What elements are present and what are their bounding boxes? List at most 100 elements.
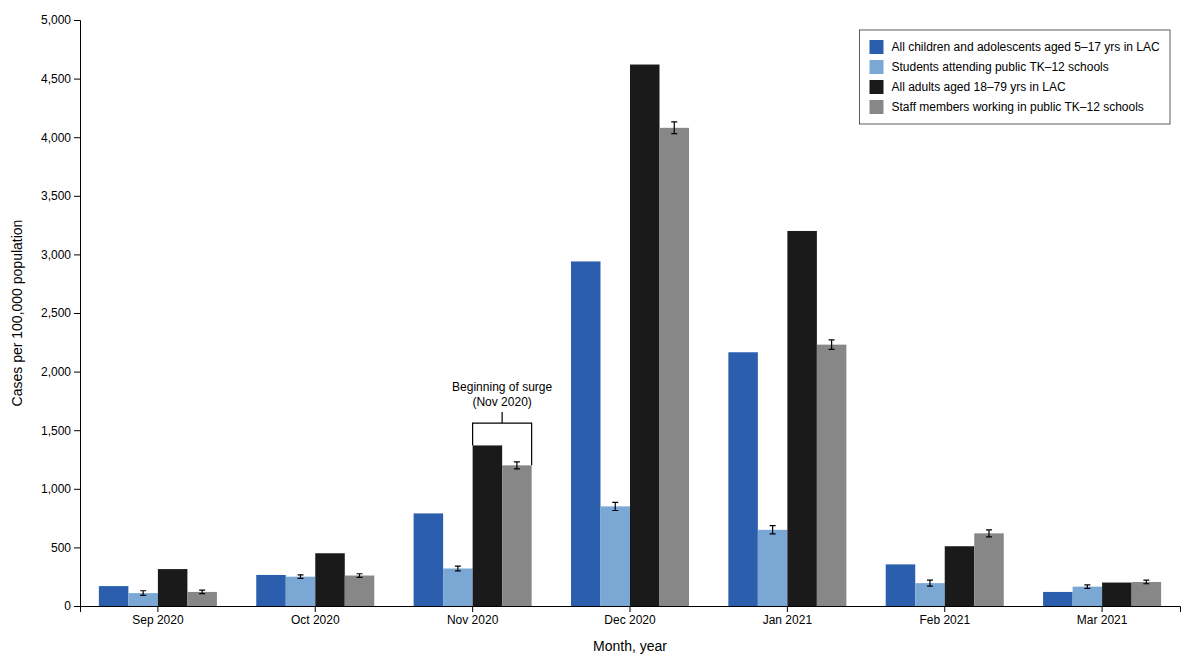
y-tick-mark: [74, 547, 80, 548]
plot: Sep 2020 Oct 2020 Nov 2020 Dec 2020 Jan 2021…: [9, 13, 1181, 654]
error-bar: [671, 122, 677, 134]
x-tick: Feb 2021: [919, 606, 970, 627]
bar: [974, 533, 1004, 606]
x-tick-label: Nov 2020: [447, 613, 499, 627]
bar: [473, 445, 503, 606]
x-axis-title: Month, year: [593, 638, 667, 654]
x-tick-label: Feb 2021: [919, 613, 970, 627]
y-tick: 1,500: [41, 424, 80, 438]
y-axis: 0 500 1,000 1,500 2,000 2,500 3,000 3,500 4,000 4…: [41, 13, 81, 613]
legend-swatch: [870, 100, 884, 114]
error-bar: [140, 591, 146, 596]
y-tick-mark: [74, 606, 80, 607]
bar: [945, 546, 975, 606]
y-tick-label: 0: [64, 599, 71, 613]
x-tick-mark: [157, 606, 158, 612]
bar: [787, 231, 817, 606]
legend-swatch: [870, 80, 884, 94]
chart: Sep 2020 Oct 2020 Nov 2020 Dec 2020 Jan 2021…: [0, 0, 1200, 666]
x-tick: Dec 2020: [604, 606, 656, 627]
annotation: Beginning of surge(Nov 2020): [452, 380, 552, 465]
error-bar: [770, 526, 776, 534]
x-tick-mark: [787, 606, 788, 612]
x-tick-label: Dec 2020: [604, 613, 656, 627]
y-tick: 4,500: [41, 72, 80, 86]
y-axis-title: Cases per 100,000 population: [9, 220, 25, 407]
bar: [1102, 583, 1132, 606]
x-tick-label: Sep 2020: [132, 613, 184, 627]
y-tick-label: 3,500: [41, 189, 71, 203]
y-tick-label: 3,000: [41, 248, 71, 262]
y-tick-label: 500: [51, 541, 71, 555]
error-bar: [514, 462, 520, 469]
y-tick-label: 1,000: [41, 482, 71, 496]
x-tick-mark: [630, 606, 631, 612]
y-tick: 4,000: [41, 131, 80, 145]
bar-series: [187, 128, 1161, 606]
bar: [315, 553, 345, 606]
bar-series: [128, 506, 1102, 606]
error-bar: [1143, 580, 1149, 584]
error-bar: [1084, 585, 1090, 589]
legend-label: Students attending public TK–12 schools: [892, 60, 1109, 74]
bar: [817, 345, 847, 606]
x-axis-line: [81, 607, 1181, 613]
y-tick: 2,500: [41, 306, 80, 320]
y-tick-mark: [74, 430, 80, 431]
x-tick: Jan 2021: [763, 606, 813, 627]
error-bars: [140, 502, 1090, 595]
legend-swatch: [870, 60, 884, 74]
y-tick: 2,000: [41, 365, 80, 379]
bar: [158, 569, 188, 606]
y-tick: 1,000: [41, 482, 80, 496]
x-tick-mark: [315, 606, 316, 612]
y-tick-label: 2,500: [41, 306, 71, 320]
y-tick-mark: [74, 372, 80, 373]
y-tick-mark: [74, 20, 80, 21]
legend-item: Staff members working in public TK–12 sc…: [870, 100, 1144, 114]
bar: [728, 352, 758, 606]
bar: [286, 577, 316, 606]
error-bar: [357, 574, 363, 578]
y-tick-label: 2,000: [41, 365, 71, 379]
bar: [1073, 587, 1103, 606]
bar: [502, 465, 532, 606]
error-bar: [612, 502, 618, 510]
bar: [256, 575, 286, 606]
legend-item: All children and adolescents aged 5–17 y…: [870, 40, 1161, 54]
y-tick-mark: [74, 254, 80, 255]
y-tick: 0: [64, 599, 80, 613]
marks: [99, 65, 1161, 606]
y-tick-mark: [74, 137, 80, 138]
x-tick: Mar 2021: [1077, 606, 1128, 627]
bar: [1043, 592, 1073, 606]
legend-frame: [860, 30, 1171, 124]
bar: [886, 564, 916, 606]
annotation-text: Beginning of surge(Nov 2020): [452, 380, 552, 409]
y-tick: 3,500: [41, 189, 80, 203]
legend-item: All adults aged 18–79 yrs in LAC: [870, 80, 1066, 94]
legend-item: Students attending public TK–12 schools: [870, 60, 1109, 74]
legend-label: All children and adolescents aged 5–17 y…: [892, 40, 1161, 54]
bar: [758, 530, 788, 606]
y-tick: 500: [51, 541, 80, 555]
y-tick-mark: [74, 313, 80, 314]
y-tick-mark: [74, 79, 80, 80]
legend-label: Staff members working in public TK–12 sc…: [892, 100, 1144, 114]
bar: [345, 576, 375, 606]
error-bar: [986, 530, 992, 537]
bar: [600, 506, 630, 606]
x-tick-label: Jan 2021: [763, 613, 813, 627]
y-axis-line: [74, 21, 81, 607]
bar: [660, 128, 690, 606]
bar: [414, 513, 444, 606]
bar: [1132, 582, 1162, 606]
x-tick-label: Oct 2020: [291, 613, 340, 627]
error-bar: [927, 580, 933, 586]
y-tick-label: 4,000: [41, 131, 71, 145]
bar-series: [158, 65, 1132, 606]
y-tick-label: 1,500: [41, 424, 71, 438]
x-tick: Oct 2020: [291, 606, 340, 627]
legend-label: All adults aged 18–79 yrs in LAC: [892, 80, 1066, 94]
error-bar: [298, 575, 304, 579]
